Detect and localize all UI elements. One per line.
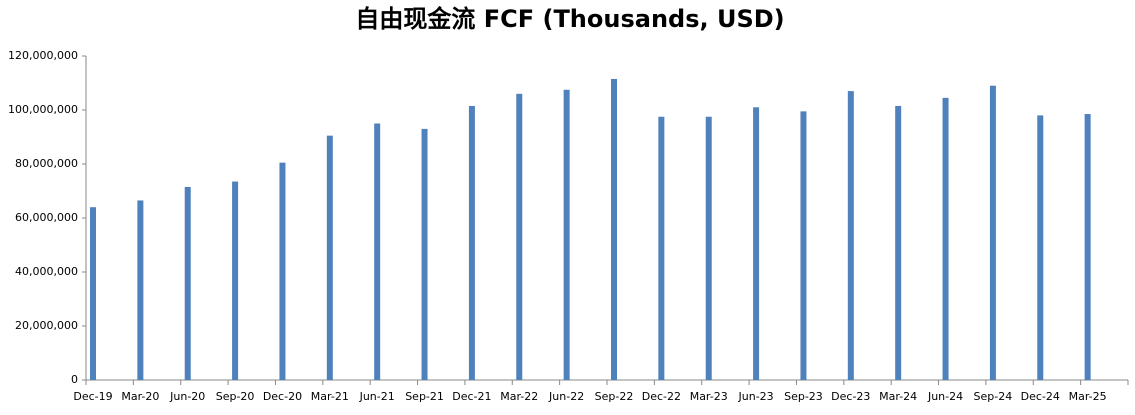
x-tick-label: Sep-21: [405, 390, 444, 403]
bar: [421, 128, 428, 380]
bar: [658, 116, 665, 380]
bar: [705, 116, 712, 380]
x-tick-label: Mar-21: [311, 390, 349, 403]
x-tick-label: Dec-23: [831, 390, 870, 403]
x-tick-label: Dec-21: [452, 390, 491, 403]
chart-title: 自由现金流 FCF (Thousands, USD): [355, 5, 784, 33]
x-tick-label: Sep-22: [595, 390, 634, 403]
bar: [516, 93, 523, 381]
bar: [611, 78, 617, 380]
x-tick-label: Jun-24: [927, 390, 963, 403]
bar: [800, 111, 807, 380]
bar: [847, 91, 854, 380]
y-tick-label: 20,000,000: [15, 319, 78, 332]
bar: [232, 181, 239, 380]
x-tick-label: Sep-24: [974, 390, 1013, 403]
bar: [374, 123, 381, 380]
bar: [1037, 115, 1044, 381]
y-tick-label: 80,000,000: [15, 157, 78, 170]
y-tick-label: 40,000,000: [15, 265, 78, 278]
y-tick-label: 60,000,000: [15, 211, 78, 224]
bar: [753, 107, 760, 381]
y-tick-label: 120,000,000: [8, 49, 78, 62]
x-tick-label: Jun-22: [548, 390, 584, 403]
bar: [279, 162, 286, 380]
x-tick-label: Mar-25: [1069, 390, 1107, 403]
bar: [989, 85, 996, 380]
x-tick-label: Jun-23: [738, 390, 774, 403]
x-tick-label: Jun-21: [359, 390, 395, 403]
bar: [90, 207, 96, 380]
x-tick-label: Jun-20: [169, 390, 205, 403]
bar: [942, 97, 949, 380]
x-tick-label: Sep-20: [216, 390, 255, 403]
x-tick-label: Dec-22: [642, 390, 681, 403]
x-tick-label: Dec-24: [1021, 390, 1060, 403]
x-tick-label: Dec-20: [263, 390, 302, 403]
x-tick-label: Dec-19: [73, 390, 112, 403]
x-tick-label: Mar-22: [500, 390, 538, 403]
bar: [468, 105, 475, 380]
bar: [1084, 114, 1091, 381]
bar: [137, 200, 144, 380]
bar: [895, 105, 902, 380]
y-tick-label: 0: [71, 373, 78, 386]
x-tick-label: Mar-24: [879, 390, 917, 403]
x-tick-label: Mar-20: [121, 390, 159, 403]
x-tick-label: Sep-23: [784, 390, 823, 403]
bar: [184, 186, 191, 380]
y-tick-label: 100,000,000: [8, 103, 78, 116]
bar: [563, 89, 570, 380]
bar: [326, 135, 333, 380]
x-tick-label: Mar-23: [690, 390, 728, 403]
